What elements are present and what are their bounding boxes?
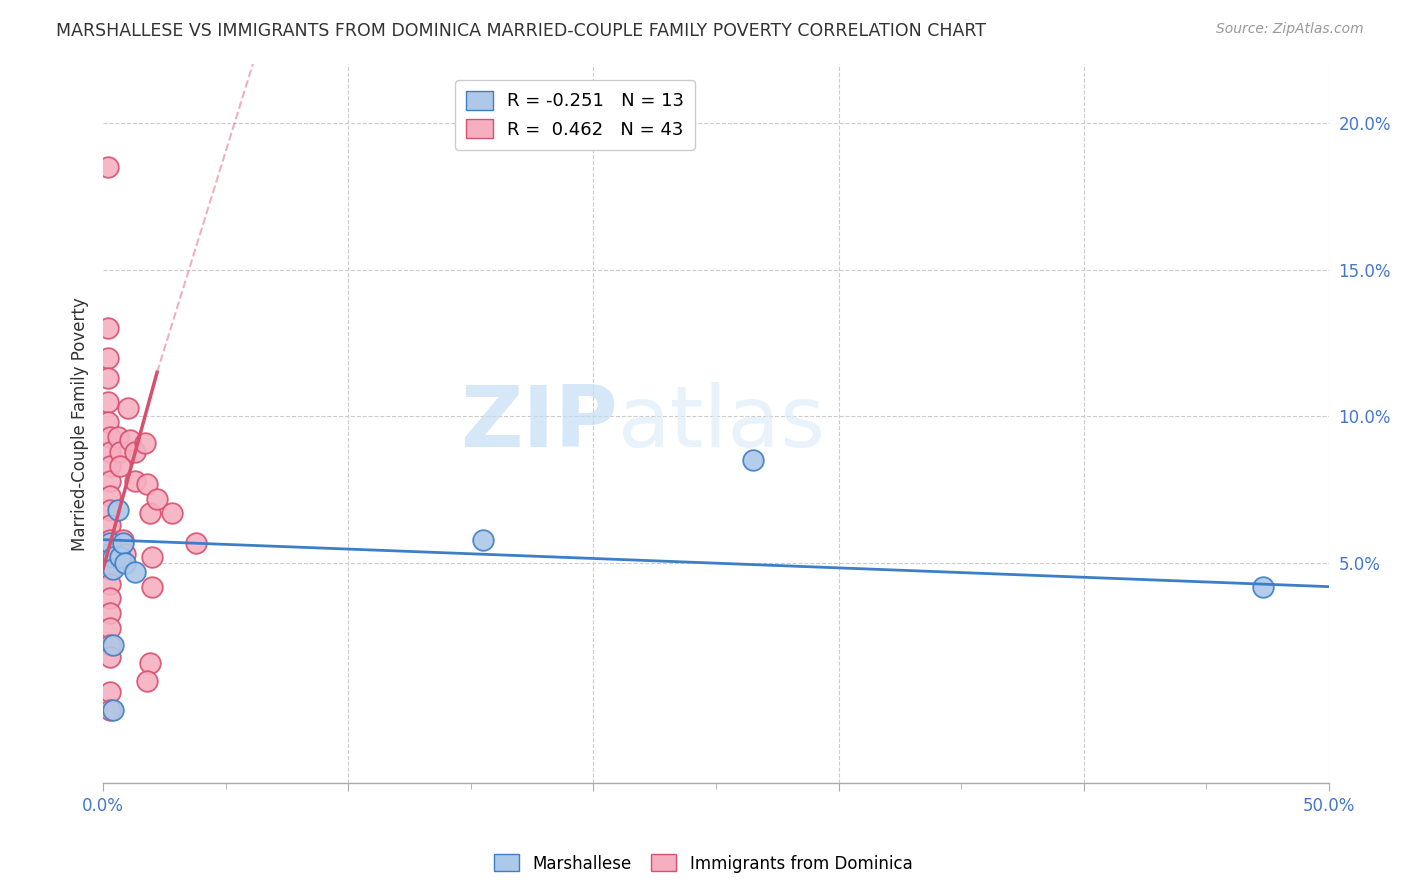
Point [100, 562, 122, 576]
Point [97, 394, 120, 409]
Point [111, 533, 134, 547]
Point [117, 401, 139, 415]
Text: MARSHALLESE VS IMMIGRANTS FROM DOMINICA MARRIED-COUPLE FAMILY POVERTY CORRELATIO: MARSHALLESE VS IMMIGRANTS FROM DOMINICA … [56, 22, 986, 40]
Point [124, 474, 146, 488]
Point [110, 459, 132, 474]
Point [97, 321, 120, 335]
Point [101, 639, 124, 653]
Point [124, 565, 146, 579]
Point [110, 550, 132, 565]
Point [100, 576, 122, 591]
Point [100, 535, 122, 549]
Point [97, 371, 120, 385]
Point [160, 506, 183, 520]
Point [138, 506, 160, 520]
Point [141, 580, 163, 594]
Point [100, 606, 122, 620]
Point [146, 491, 169, 506]
Point [138, 656, 160, 670]
Point [124, 444, 146, 458]
Point [186, 535, 208, 549]
Point [136, 476, 159, 491]
Point [100, 533, 122, 547]
Legend: Marshallese, Immigrants from Dominica: Marshallese, Immigrants from Dominica [486, 847, 920, 880]
Legend: R = -0.251   N = 13, R =  0.462   N = 43: R = -0.251 N = 13, R = 0.462 N = 43 [456, 80, 695, 150]
Point [111, 535, 134, 549]
Point [101, 562, 124, 576]
Point [100, 685, 122, 699]
Text: atlas: atlas [617, 382, 825, 466]
Point [100, 474, 122, 488]
Point [100, 459, 122, 474]
Point [472, 533, 495, 547]
Point [101, 703, 124, 717]
Point [100, 518, 122, 533]
Point [107, 430, 129, 444]
Point [110, 444, 132, 458]
Point [100, 703, 122, 717]
Point [100, 621, 122, 635]
Point [100, 489, 122, 503]
Point [101, 550, 124, 565]
Point [100, 547, 122, 561]
Point [100, 430, 122, 444]
Text: Source: ZipAtlas.com: Source: ZipAtlas.com [1216, 22, 1364, 37]
Point [97, 415, 120, 429]
Text: ZIP: ZIP [460, 382, 617, 466]
Point [97, 351, 120, 365]
Point [1251, 580, 1274, 594]
Point [114, 547, 136, 561]
Point [100, 639, 122, 653]
Point [134, 435, 156, 450]
Point [100, 591, 122, 606]
Point [741, 453, 763, 467]
Point [141, 550, 163, 565]
Point [120, 433, 142, 447]
Point [107, 503, 129, 517]
Point [136, 673, 159, 688]
Point [97, 160, 120, 174]
Y-axis label: Married-Couple Family Poverty: Married-Couple Family Poverty [72, 297, 89, 550]
Point [100, 503, 122, 517]
Point [100, 444, 122, 458]
Point [114, 556, 136, 570]
Point [100, 650, 122, 665]
